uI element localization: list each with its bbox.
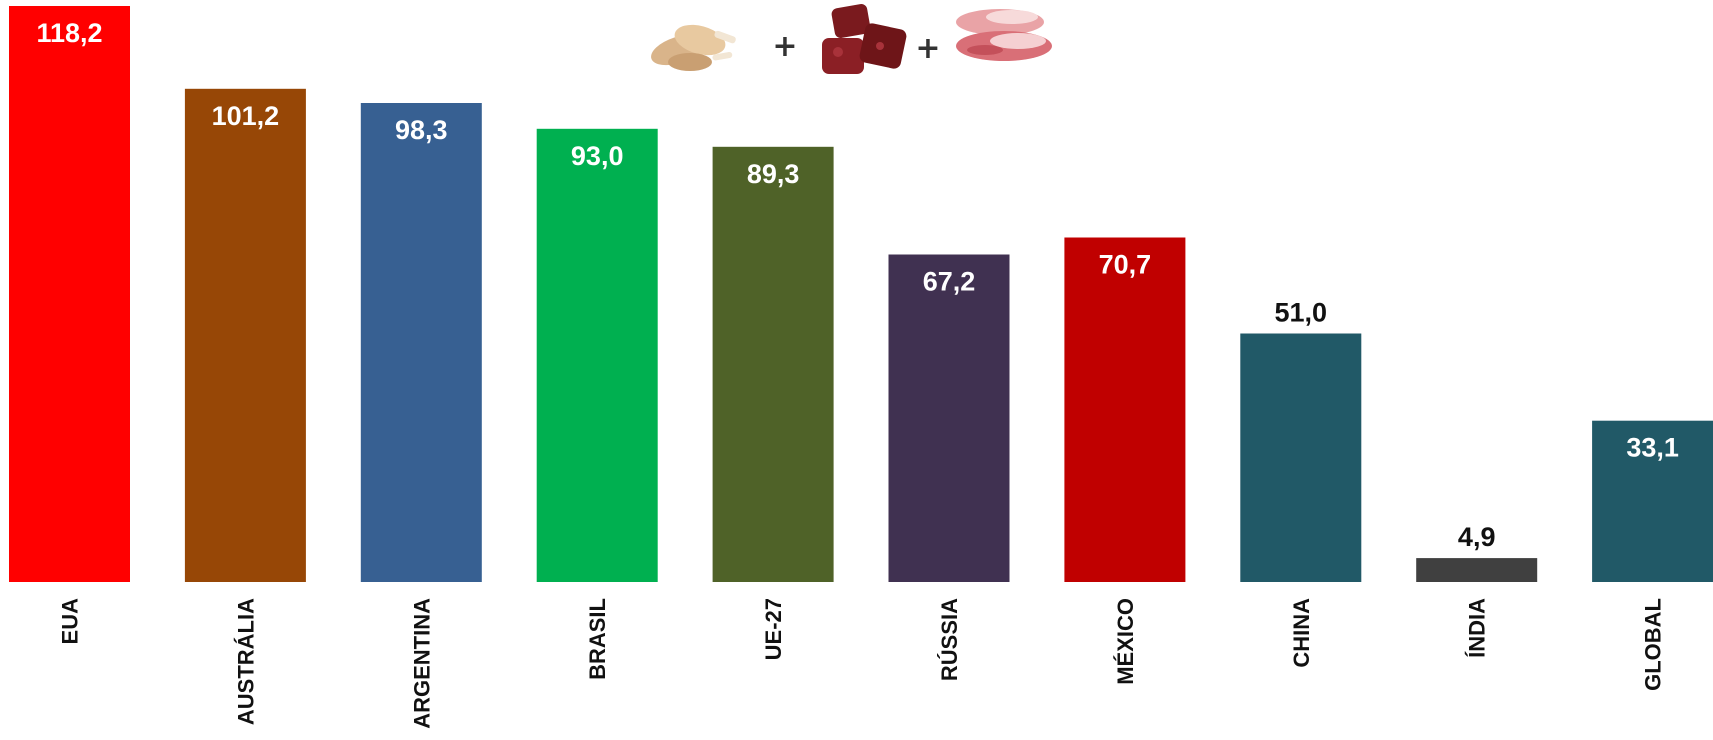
value-label-russia: 67,2 xyxy=(923,267,976,297)
bar-russia xyxy=(888,254,1010,582)
bar-brasil xyxy=(536,128,658,583)
value-label-ue-27: 89,3 xyxy=(747,159,800,189)
bars-group xyxy=(9,6,1713,583)
bar-ue-27 xyxy=(712,146,834,583)
category-label-china: CHINA xyxy=(1289,598,1314,668)
category-label-global: GLOBAL xyxy=(1641,598,1666,691)
category-label-australia: AUSTRÁLIA xyxy=(233,598,258,725)
category-label-ue-27: UE-27 xyxy=(761,598,786,660)
value-label-china: 51,0 xyxy=(1275,298,1328,328)
category-labels-group: EUA AUSTRÁLIA ARGENTINA BRASIL UE-27 RÚSSIA MÉ… xyxy=(58,598,1666,729)
bar-india xyxy=(1416,558,1538,582)
value-label-global: 33,1 xyxy=(1626,433,1679,463)
value-label-india: 4,9 xyxy=(1458,522,1496,552)
bar-global xyxy=(1592,420,1713,582)
plus-sign-1: + xyxy=(772,29,797,64)
value-label-mexico: 70,7 xyxy=(1099,250,1152,280)
chicken-drumstick-icon xyxy=(651,24,736,71)
bar-china xyxy=(1240,333,1362,582)
meat-icons-header: + + xyxy=(651,4,1052,74)
bar-mexico xyxy=(1064,237,1186,582)
bar-eua xyxy=(9,6,130,582)
beef-cubes-icon xyxy=(822,4,907,74)
category-label-argentina: ARGENTINA xyxy=(409,598,434,729)
bar-argentina xyxy=(360,103,482,582)
bar-australia xyxy=(184,88,306,583)
value-label-eua: 118,2 xyxy=(36,18,102,48)
category-label-india: ÍNDIA xyxy=(1465,598,1490,658)
value-label-brasil: 93,0 xyxy=(571,141,624,171)
value-labels-group: 118,2 101,2 98,3 93,0 89,3 67,2 70,7 51,0 4,9 33,… xyxy=(36,18,1678,552)
category-label-brasil: BRASIL xyxy=(585,598,610,680)
value-label-australia: 101,2 xyxy=(212,101,280,131)
category-label-eua: EUA xyxy=(58,598,83,645)
pork-slices-icon xyxy=(956,9,1052,61)
value-label-argentina: 98,3 xyxy=(395,115,448,145)
category-label-russia: RÚSSIA xyxy=(937,598,962,681)
category-label-mexico: MÉXICO xyxy=(1113,598,1138,685)
plus-sign-2: + xyxy=(915,31,940,66)
